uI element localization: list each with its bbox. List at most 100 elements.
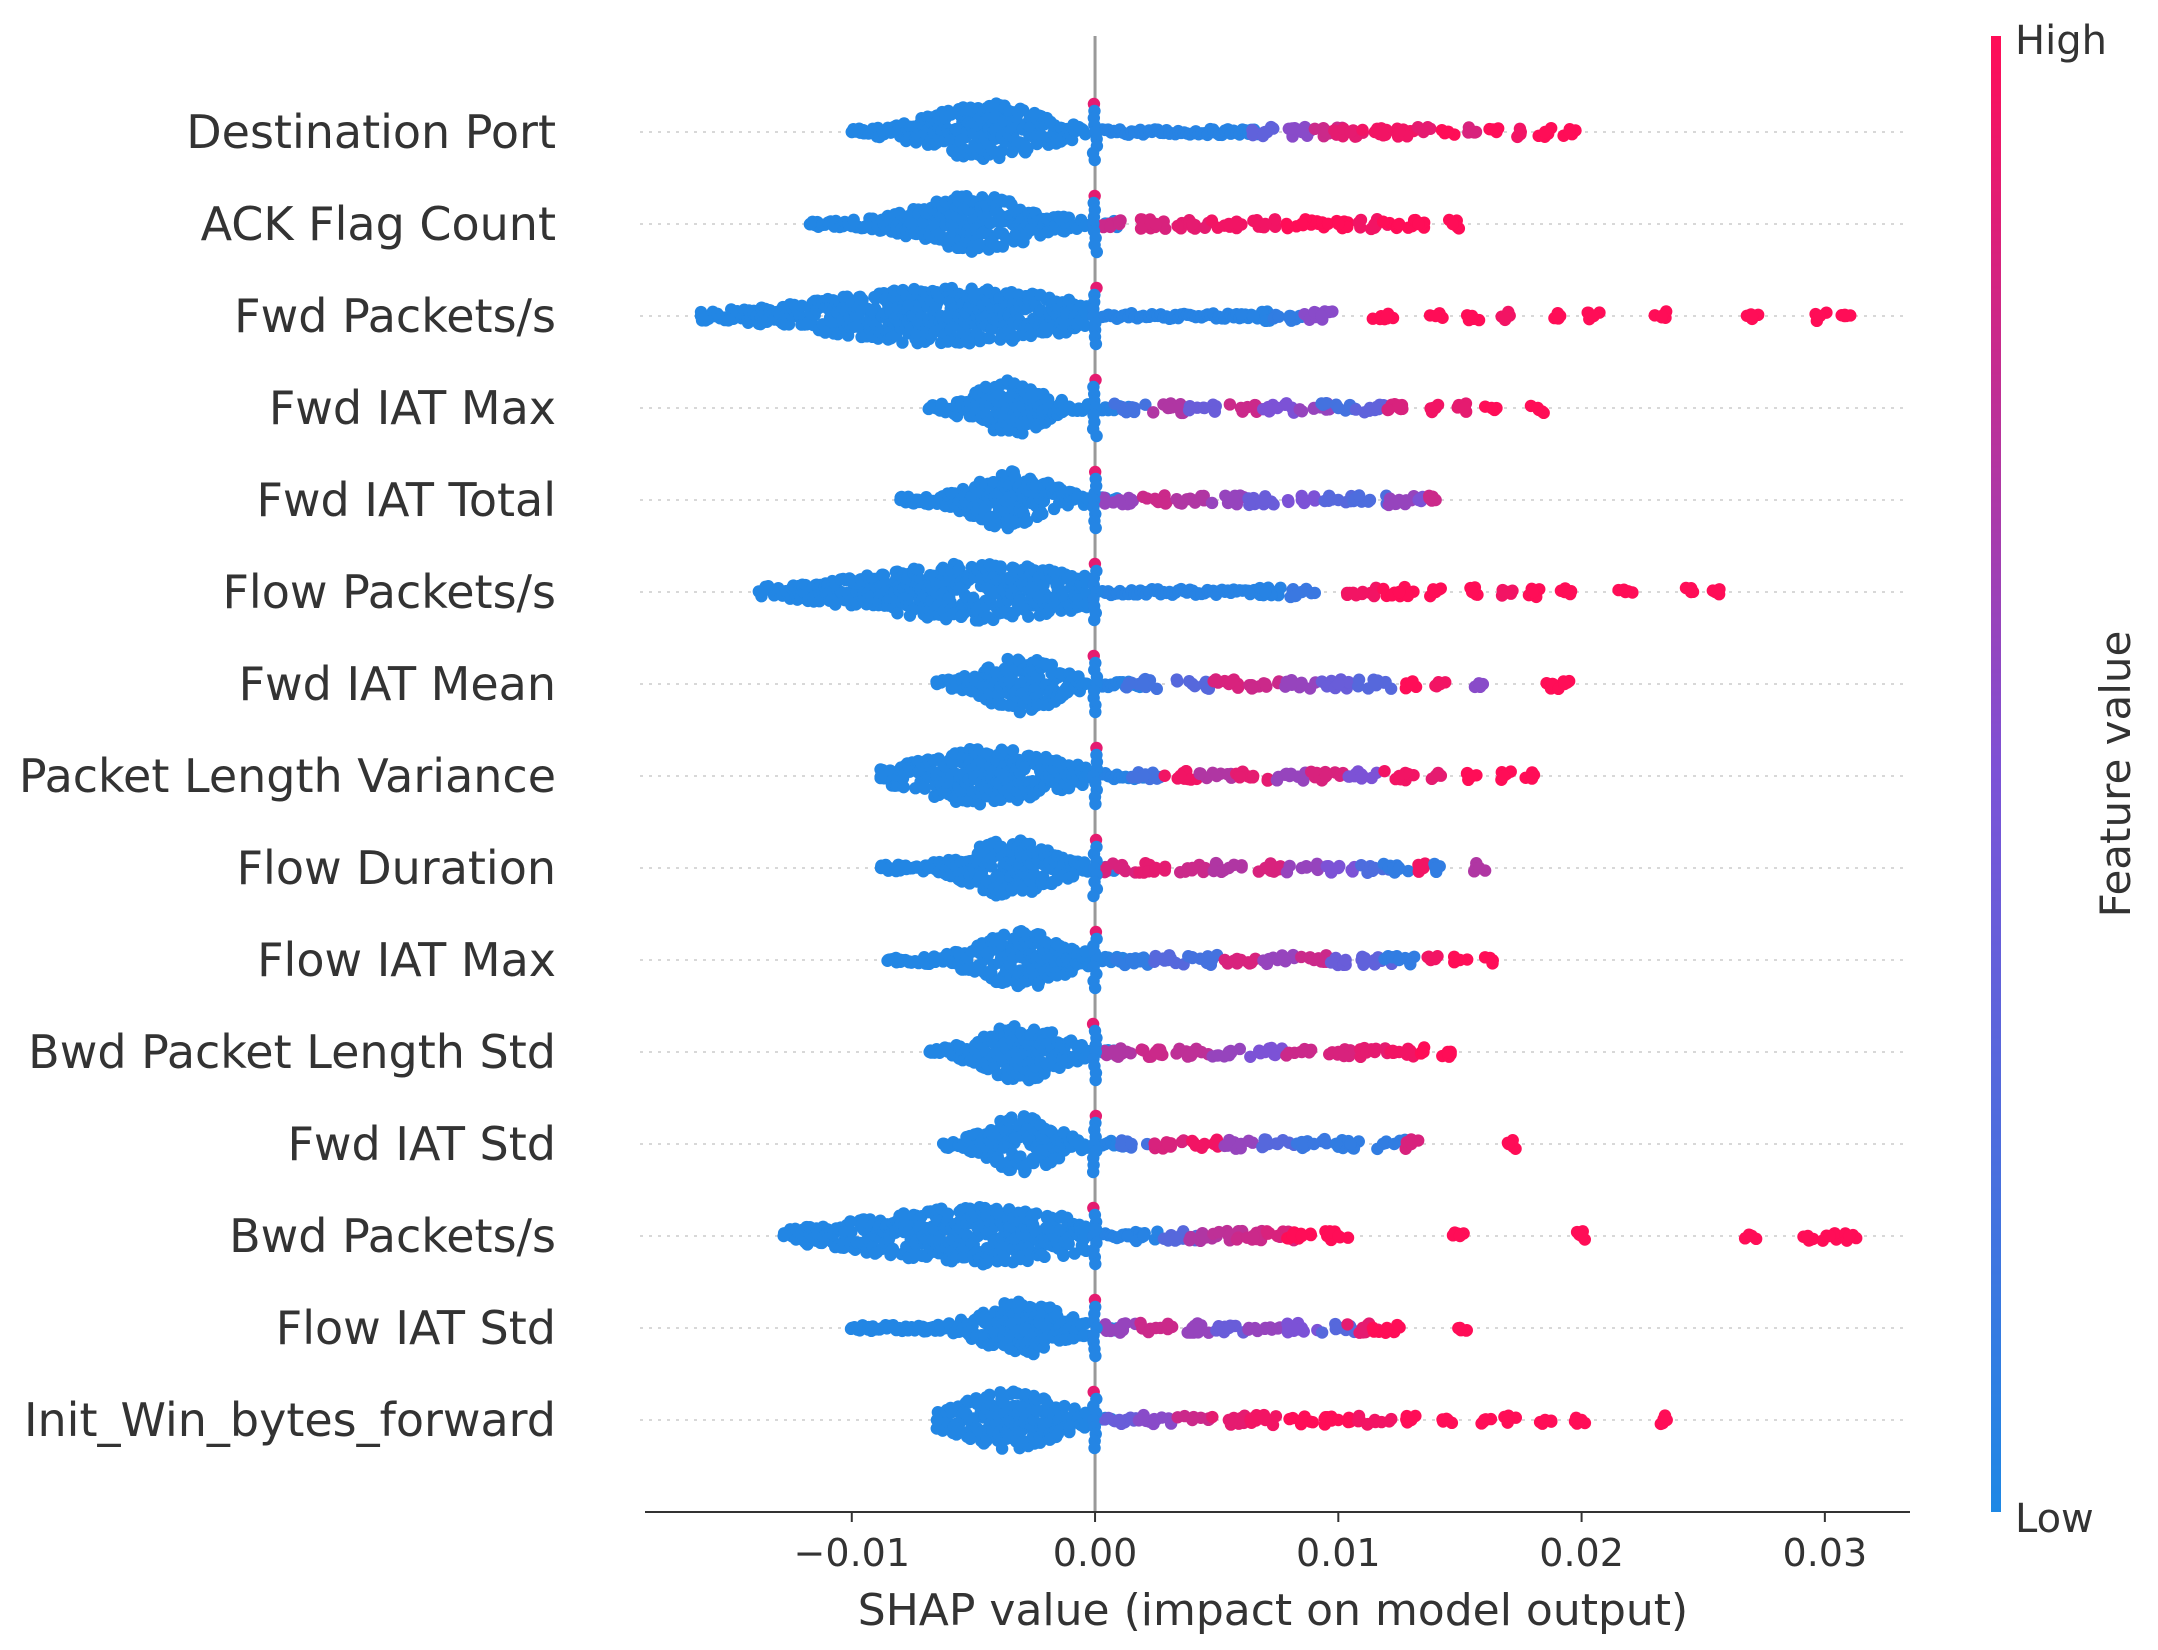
shap-point: [1171, 219, 1184, 233]
shap-point: [1271, 401, 1284, 415]
shap-point: [1655, 309, 1669, 323]
shap-point: [1376, 215, 1390, 228]
shap-point: [941, 1207, 955, 1220]
shap-point: [1485, 401, 1498, 415]
shap-point: [1233, 771, 1246, 784]
shap-point: [1020, 514, 1034, 528]
shap-point: [1429, 401, 1442, 415]
shap-point: [804, 217, 817, 231]
shap-point: [1079, 128, 1092, 141]
shap-point: [1158, 769, 1171, 782]
shap-point: [1186, 1045, 1199, 1059]
shap-point: [1417, 125, 1430, 139]
shap-point: [1160, 496, 1173, 509]
shap-point: [1307, 953, 1321, 967]
shap-point: [1377, 129, 1390, 142]
shap-point: [1551, 309, 1564, 323]
shap-point: [1020, 141, 1033, 154]
shap-point: [1161, 953, 1175, 967]
shap-point: [1558, 585, 1571, 599]
shap-point: [1187, 1136, 1200, 1149]
shap-point: [1208, 405, 1222, 418]
shap-point: [1087, 889, 1100, 903]
shap-point: [1392, 401, 1406, 415]
shap-point: [1352, 216, 1365, 229]
shap-point: [1745, 309, 1759, 323]
shap-point: [1392, 217, 1406, 231]
shap-point: [795, 299, 809, 313]
shap-point: [1344, 1137, 1357, 1151]
shap-point: [1307, 1137, 1321, 1151]
shap-point: [1139, 398, 1152, 411]
shap-point: [995, 145, 1008, 158]
shap-point: [1429, 769, 1442, 783]
shap-point: [1465, 585, 1479, 599]
shap-point: [1405, 1137, 1418, 1151]
shap-point: [1174, 866, 1187, 879]
shap-point: [1246, 309, 1260, 323]
shap-point: [1125, 1137, 1138, 1151]
shap-point: [1485, 953, 1498, 967]
shap-point: [1531, 401, 1544, 415]
shap-point: [1222, 861, 1236, 875]
shap-point: [1089, 1073, 1102, 1087]
shap-point: [1295, 861, 1309, 875]
shap-point: [1125, 953, 1138, 967]
shap-point: [1490, 125, 1503, 139]
feature-row: [694, 281, 1857, 351]
shap-point: [1148, 955, 1161, 968]
shap-point: [1246, 123, 1259, 137]
shap-point: [1356, 123, 1369, 137]
shap-point: [1261, 402, 1274, 415]
shap-point: [1089, 705, 1102, 719]
shap-point: [874, 861, 888, 875]
shap-point: [1198, 401, 1211, 415]
shap-point: [1090, 245, 1103, 259]
shap-point: [1412, 217, 1425, 231]
shap-point: [1198, 953, 1211, 967]
shap-point: [1295, 1045, 1309, 1059]
shap-point: [1329, 1137, 1343, 1151]
shap-point: [1429, 309, 1442, 323]
shap-point: [1280, 217, 1293, 231]
shap-point: [1259, 677, 1272, 691]
shap-point: [1324, 956, 1338, 969]
shap-point: [1186, 217, 1199, 231]
shap-point: [1392, 1045, 1406, 1059]
shap-point: [1538, 125, 1552, 139]
shap-point: [1619, 585, 1632, 599]
shap-point: [1813, 309, 1827, 323]
shap-point: [1222, 1045, 1236, 1059]
shap-point: [1356, 585, 1369, 599]
shap-point: [1175, 497, 1189, 510]
shap-point: [1404, 958, 1417, 971]
shap-point: [1108, 397, 1121, 410]
shap-point: [1526, 585, 1540, 599]
shap-point: [1838, 309, 1851, 323]
shap-point: [1234, 1137, 1248, 1151]
shap-point: [1295, 585, 1309, 599]
shap-point: [1684, 585, 1698, 599]
shap-point: [1186, 493, 1199, 507]
shap-point: [1234, 953, 1248, 967]
feature-row: [845, 97, 1582, 167]
shap-point: [1271, 953, 1284, 967]
shap-point: [1434, 677, 1447, 691]
shap-point: [1159, 222, 1172, 235]
shap-point: [930, 677, 944, 691]
shap-point: [1339, 953, 1352, 967]
shap-point: [1245, 682, 1259, 695]
shap-point: [1259, 861, 1272, 875]
shap-point: [1259, 217, 1272, 231]
shap-point: [1332, 677, 1345, 691]
shap-point: [1120, 681, 1133, 694]
shap-point: [1210, 769, 1223, 783]
shap-point: [1392, 769, 1406, 783]
shap-point: [1526, 769, 1540, 783]
shap-point: [1514, 125, 1527, 139]
shap-point: [1113, 217, 1126, 231]
shap-point: [1295, 405, 1309, 418]
shap-point: [1429, 861, 1442, 875]
feature-row: [777, 1201, 1863, 1271]
shap-point: [1090, 429, 1103, 443]
